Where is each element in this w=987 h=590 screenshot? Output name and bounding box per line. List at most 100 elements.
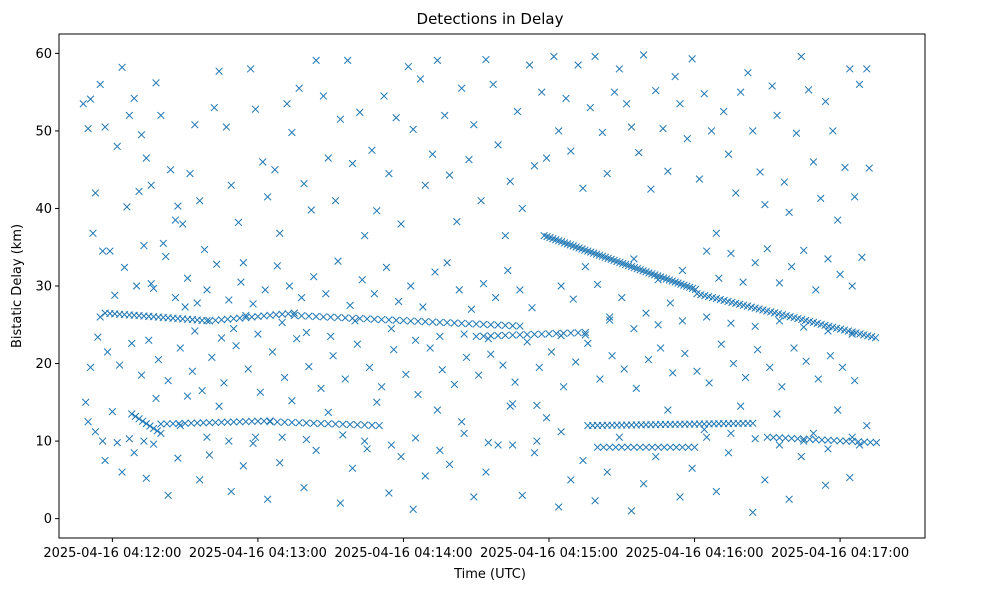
- data-point: [176, 344, 185, 352]
- data-point: [341, 314, 349, 322]
- data-point: [806, 435, 814, 444]
- data-point: [799, 323, 808, 331]
- x-tick-label: 2025-04-16 04:15:00: [480, 546, 618, 561]
- data-point: [792, 129, 801, 138]
- data-point: [799, 437, 808, 445]
- data-point: [360, 437, 369, 445]
- data-point: [217, 334, 226, 342]
- data-point: [530, 330, 539, 339]
- data-point: [175, 419, 183, 428]
- data-point: [605, 313, 614, 321]
- y-tick-label: 10: [35, 435, 52, 450]
- data-point: [404, 62, 413, 71]
- data-point: [513, 107, 522, 116]
- data-point: [457, 84, 466, 93]
- data-point: [605, 316, 614, 324]
- data-point: [183, 274, 192, 282]
- data-point: [472, 320, 480, 328]
- data-point: [715, 274, 723, 282]
- data-point: [426, 344, 434, 352]
- data-point: [569, 295, 578, 303]
- data-point: [118, 63, 126, 72]
- data-point: [736, 402, 745, 410]
- data-point: [453, 217, 461, 226]
- data-point: [324, 154, 333, 162]
- data-point: [860, 438, 869, 446]
- data-point: [732, 189, 740, 197]
- data-point: [739, 278, 747, 286]
- data-point: [778, 383, 786, 391]
- data-point: [302, 328, 311, 337]
- data-point: [169, 419, 177, 428]
- data-point: [593, 280, 602, 289]
- data-point: [518, 204, 527, 213]
- data-point: [848, 330, 856, 338]
- data-point: [288, 397, 296, 405]
- data-point: [205, 317, 214, 325]
- data-point: [409, 125, 417, 134]
- data-point: [763, 245, 772, 253]
- data-point: [147, 181, 155, 189]
- data-point: [101, 456, 109, 465]
- data-point: [443, 318, 451, 327]
- data-point: [249, 439, 257, 448]
- data-point: [821, 481, 830, 490]
- data-point: [693, 367, 701, 376]
- data-point: [193, 299, 202, 307]
- data-point: [348, 464, 357, 472]
- data-point: [664, 406, 672, 414]
- data-point: [295, 418, 303, 427]
- data-point: [479, 279, 488, 288]
- data-point: [343, 56, 352, 65]
- data-point: [494, 141, 502, 149]
- data-point: [863, 65, 871, 73]
- data-point: [336, 499, 345, 507]
- data-point: [467, 305, 476, 314]
- data-point: [329, 352, 337, 360]
- data-point: [392, 113, 400, 122]
- data-point: [809, 429, 818, 438]
- data-point: [712, 229, 721, 238]
- data-point: [479, 320, 488, 329]
- data-point: [445, 460, 454, 469]
- data-point: [125, 111, 134, 120]
- data-point: [775, 317, 784, 325]
- data-point: [465, 319, 473, 328]
- data-point: [331, 196, 340, 205]
- data-point: [370, 290, 379, 298]
- data-point: [254, 417, 262, 426]
- data-point: [411, 336, 420, 345]
- data-point: [749, 127, 757, 135]
- data-point: [821, 97, 830, 106]
- data-point: [140, 241, 148, 250]
- data-point: [421, 317, 430, 326]
- data-point: [651, 86, 660, 95]
- data-point: [98, 437, 107, 445]
- data-point: [494, 321, 502, 329]
- data-point: [285, 282, 294, 290]
- data-point: [290, 311, 299, 320]
- data-point: [322, 290, 330, 298]
- data-point: [259, 158, 267, 166]
- data-point: [283, 100, 291, 108]
- data-point: [244, 365, 252, 373]
- data-point: [300, 179, 308, 188]
- data-point: [489, 80, 497, 89]
- data-point: [523, 330, 531, 339]
- data-point: [399, 316, 408, 325]
- data-point: [348, 159, 357, 168]
- data-point: [472, 332, 480, 341]
- data-point: [850, 376, 859, 385]
- data-point: [438, 365, 447, 374]
- data-point: [382, 263, 391, 272]
- data-point: [756, 168, 764, 176]
- plot-background: [59, 34, 925, 538]
- data-point: [363, 315, 371, 323]
- data-point: [846, 473, 854, 482]
- data-point: [164, 491, 172, 500]
- data-points: [79, 51, 881, 517]
- data-point: [712, 487, 721, 496]
- data-point: [411, 434, 420, 442]
- data-point: [161, 252, 170, 261]
